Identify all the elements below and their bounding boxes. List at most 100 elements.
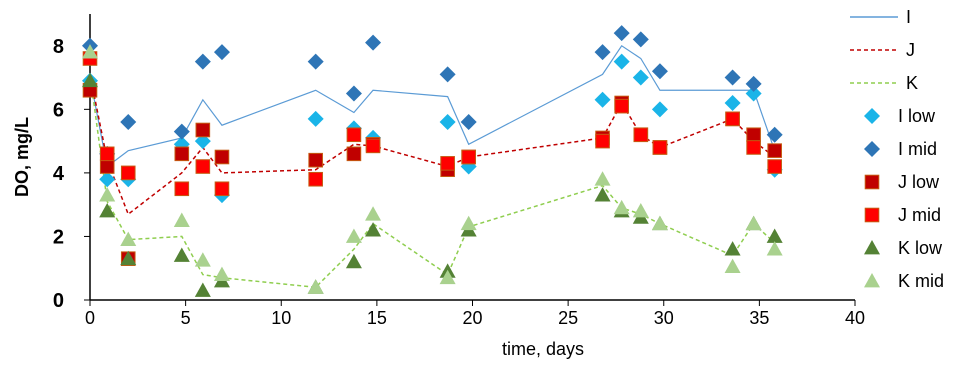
data-point-j-mid bbox=[746, 140, 761, 155]
data-point-j-mid bbox=[120, 165, 136, 181]
legend-swatch bbox=[864, 273, 880, 288]
legend-swatch bbox=[864, 207, 880, 223]
data-point-i-low bbox=[307, 110, 324, 127]
y-tick-label: 2 bbox=[53, 226, 64, 248]
data-point-i-low bbox=[632, 69, 649, 86]
data-point-k-low bbox=[365, 222, 382, 237]
legend-item-k-mid: K mid bbox=[864, 271, 944, 291]
legend-swatch bbox=[864, 108, 880, 124]
data-point-j-mid bbox=[614, 98, 629, 114]
data-point-k-mid bbox=[120, 231, 137, 247]
data-point-k-low bbox=[82, 72, 98, 88]
data-point-j-low bbox=[346, 146, 362, 162]
data-point-j-low bbox=[308, 152, 323, 168]
legend-label: I mid bbox=[898, 139, 937, 159]
data-point-k-low bbox=[724, 241, 741, 256]
legend-item-j-mid: J mid bbox=[864, 205, 941, 225]
y-axis-title: DO, mg/L bbox=[12, 117, 32, 197]
data-point-k-mid bbox=[99, 187, 116, 202]
tick-labels: 0 5 10 15 20 25 30 35 40 0 2 4 6 8 bbox=[53, 36, 865, 328]
legend-item-j: J bbox=[850, 40, 915, 60]
data-point-j-mid bbox=[195, 159, 211, 174]
legend-item-i-mid: I mid bbox=[864, 139, 937, 159]
legend-label: J low bbox=[898, 172, 940, 192]
x-tick-label: 20 bbox=[462, 308, 482, 328]
data-point-j-mid bbox=[440, 156, 455, 171]
legend-label: J bbox=[906, 40, 915, 60]
data-point-k-mid bbox=[594, 171, 611, 186]
data-point-k-mid bbox=[460, 215, 477, 231]
data-point-i-mid bbox=[651, 63, 668, 80]
data-point-i-mid bbox=[194, 53, 211, 70]
data-point-i-mid bbox=[594, 44, 611, 61]
data-point-k-low bbox=[766, 228, 783, 243]
plot-area bbox=[82, 14, 856, 306]
y-tick-label: 8 bbox=[53, 36, 64, 58]
data-point-k-mid bbox=[724, 258, 741, 274]
series-line-j bbox=[89, 74, 776, 216]
data-point-i-mid bbox=[632, 31, 649, 48]
legend-label: J mid bbox=[898, 205, 941, 225]
series-markers bbox=[82, 25, 783, 297]
data-point-i-low bbox=[99, 171, 116, 188]
legend-label: I bbox=[906, 7, 911, 27]
data-point-k-mid bbox=[307, 279, 324, 294]
axis-ticks bbox=[84, 45, 856, 306]
data-point-k-mid bbox=[365, 206, 382, 221]
data-point-k-mid bbox=[82, 44, 98, 59]
data-point-i-mid bbox=[766, 126, 783, 143]
data-point-k-mid bbox=[439, 269, 456, 285]
series-lines bbox=[89, 44, 776, 289]
x-tick-label: 35 bbox=[749, 308, 769, 328]
data-point-j-mid bbox=[595, 133, 610, 149]
legend-item-k-low: K low bbox=[864, 238, 943, 258]
data-point-k-mid bbox=[173, 212, 190, 227]
legend-swatch bbox=[864, 141, 880, 157]
x-axis-title: time, days bbox=[502, 339, 584, 359]
x-tick-label: 30 bbox=[654, 308, 674, 328]
data-point-j-mid bbox=[767, 159, 782, 174]
data-point-i-mid bbox=[460, 114, 477, 131]
data-point-j-low bbox=[195, 122, 211, 138]
y-tick-label: 6 bbox=[53, 99, 64, 121]
data-point-j-low bbox=[767, 143, 782, 158]
data-point-j-mid bbox=[652, 140, 668, 155]
data-point-j-mid bbox=[214, 181, 230, 197]
data-point-k-mid bbox=[745, 215, 762, 231]
data-point-j-mid bbox=[461, 149, 476, 165]
y-tick-label: 0 bbox=[53, 290, 64, 312]
x-tick-label: 40 bbox=[845, 308, 865, 328]
data-point-k-mid bbox=[345, 228, 362, 243]
data-point-i-mid bbox=[345, 85, 362, 102]
data-point-j-mid bbox=[346, 127, 362, 143]
x-tick-label: 0 bbox=[85, 308, 95, 328]
legend-swatch bbox=[864, 174, 880, 190]
data-point-j-mid bbox=[365, 138, 381, 154]
data-point-k-low bbox=[99, 203, 116, 218]
data-point-k-low bbox=[120, 250, 137, 266]
data-point-k-mid bbox=[613, 199, 630, 215]
data-point-i-low bbox=[651, 101, 668, 118]
y-tick-label: 4 bbox=[53, 163, 65, 185]
data-point-i-low bbox=[594, 91, 611, 108]
data-point-j-low bbox=[214, 149, 230, 165]
legend-label: K bbox=[906, 73, 918, 93]
data-point-k-low bbox=[594, 187, 611, 202]
data-point-i-low bbox=[745, 85, 762, 102]
data-point-j-low bbox=[99, 159, 115, 174]
data-point-i-mid bbox=[307, 53, 324, 70]
series-line-k bbox=[89, 74, 776, 289]
data-point-j-low bbox=[174, 146, 190, 162]
data-point-k-mid bbox=[651, 215, 668, 231]
data-point-j-mid bbox=[174, 181, 190, 197]
legend-swatch bbox=[864, 240, 880, 255]
legend-item-j-low: J low bbox=[864, 172, 940, 192]
data-point-j-mid bbox=[308, 171, 323, 187]
legend-item-k: K bbox=[850, 73, 918, 93]
legend-item-i-low: I low bbox=[864, 106, 936, 126]
data-point-k-low bbox=[173, 247, 190, 262]
x-tick-label: 25 bbox=[558, 308, 578, 328]
data-point-j-mid bbox=[99, 146, 115, 162]
data-point-i-mid bbox=[613, 25, 630, 42]
